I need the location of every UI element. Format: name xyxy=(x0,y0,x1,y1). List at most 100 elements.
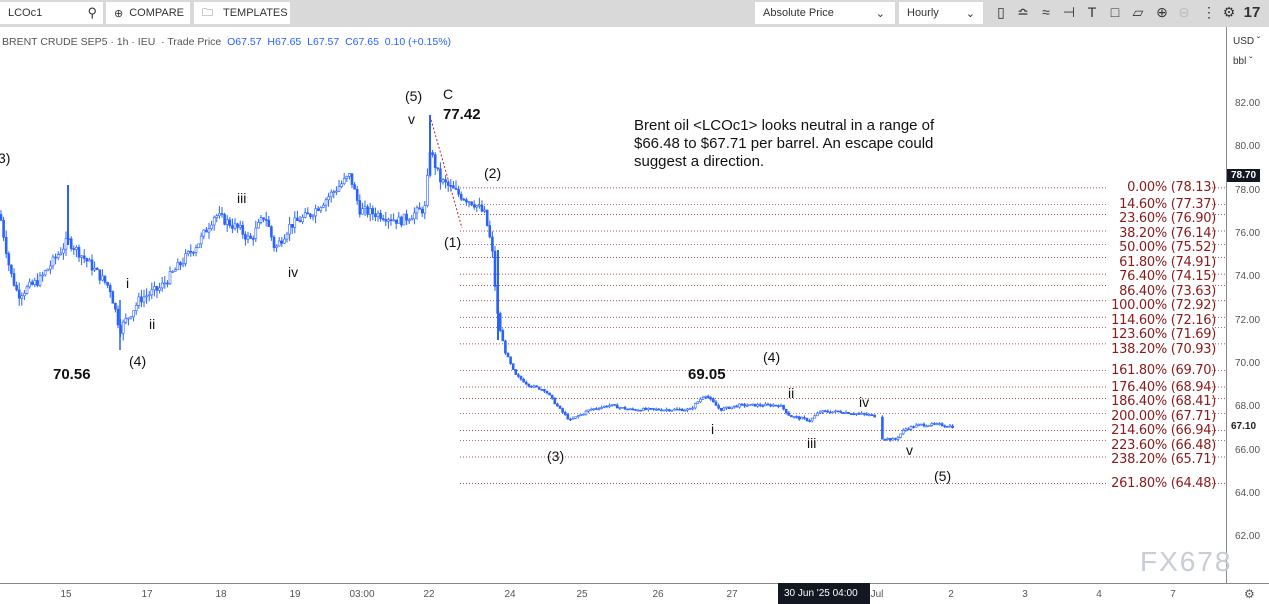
compare-label: COMPARE xyxy=(129,7,185,19)
zoom-in-icon[interactable]: ⊕ xyxy=(1156,4,1168,20)
candle-body xyxy=(270,226,273,238)
candle-body xyxy=(922,423,926,427)
compare-button[interactable]: ⊕ COMPARE xyxy=(106,2,190,24)
settings-icon[interactable]: ⚙ xyxy=(1222,4,1236,20)
candle-body xyxy=(727,406,731,410)
candle-body xyxy=(803,417,806,419)
wave-label: iii xyxy=(237,190,247,206)
candle-body xyxy=(267,219,271,227)
candle-body xyxy=(244,234,247,240)
candle-body xyxy=(582,413,585,416)
candle-body xyxy=(231,225,234,229)
symbol-value: LCOc1 xyxy=(8,7,43,19)
candle-body xyxy=(358,200,362,215)
candle-body xyxy=(345,176,349,179)
candle-body xyxy=(829,411,832,414)
candle-body xyxy=(857,413,861,415)
candle-body xyxy=(839,411,843,413)
candle-body xyxy=(475,205,479,208)
candle-body xyxy=(129,316,133,319)
candle-body xyxy=(873,414,876,418)
zoom-out-icon[interactable]: ⊖ xyxy=(1178,4,1190,20)
candle-body xyxy=(743,403,746,407)
candle-body xyxy=(602,405,606,408)
candle-body xyxy=(426,175,429,206)
candle-body xyxy=(218,213,221,216)
candle-body xyxy=(181,263,185,266)
templates-button[interactable]: 🗀 TEMPLATES xyxy=(194,2,290,24)
candle-body xyxy=(389,219,393,222)
candle-body xyxy=(636,409,640,412)
candle-body xyxy=(103,275,107,283)
fib-level-label: 38.20% (76.14) xyxy=(1119,225,1216,241)
interval-select[interactable]: Hourly ⌄ xyxy=(899,2,983,24)
candle-body xyxy=(524,381,528,385)
candle-body xyxy=(348,173,351,177)
candle-body xyxy=(647,407,650,410)
candle-body xyxy=(540,389,544,391)
candle-body xyxy=(855,413,858,415)
candle-body xyxy=(452,185,455,189)
candle-body xyxy=(566,414,570,420)
candle-body xyxy=(106,281,109,286)
draw-line-icon[interactable]: ⊣ xyxy=(1062,4,1076,20)
candle-body xyxy=(402,213,406,226)
candle-body xyxy=(215,215,219,218)
candle-body xyxy=(639,409,642,412)
indicators-icon[interactable]: ≏ xyxy=(1017,4,1029,20)
candle-body xyxy=(589,408,593,411)
wave-connector xyxy=(429,115,463,229)
candle-body xyxy=(368,208,372,215)
candle-body xyxy=(316,208,320,211)
candle-body xyxy=(90,259,94,271)
search-icon[interactable]: ⚲ xyxy=(87,5,97,20)
candle-body xyxy=(236,223,239,228)
candle-body xyxy=(212,217,216,226)
candle-body xyxy=(329,191,333,198)
candle-body xyxy=(948,425,952,428)
fib-level-label: 214.60% (66.94) xyxy=(1111,423,1216,438)
symbol-search-input[interactable]: LCOc1 ⚲ xyxy=(0,2,103,24)
candle-body xyxy=(925,425,928,428)
text-icon[interactable]: T xyxy=(1087,4,1097,20)
candle-body xyxy=(23,293,26,297)
time-tick-label: 4 xyxy=(1096,589,1102,600)
price-tick-label: 76.00 xyxy=(1235,228,1261,240)
candle-body xyxy=(652,408,655,410)
candle-body xyxy=(748,404,752,406)
unit-select[interactable]: bbl ˇ xyxy=(1231,53,1269,71)
legend-interval: 1h xyxy=(116,36,129,48)
time-axis[interactable]: 15 17 18 19 03:00 22 24 25 26 27 Jul 2 3 4 7 xyxy=(0,583,1269,604)
candle-body xyxy=(459,193,463,200)
candle-body xyxy=(171,271,174,273)
studies-icon[interactable]: ≈ xyxy=(1042,4,1050,20)
candle-body xyxy=(285,233,289,240)
candle-body xyxy=(686,408,689,411)
candle-body xyxy=(732,405,736,408)
candle-body xyxy=(649,407,653,410)
price-chart[interactable] xyxy=(0,0,1226,583)
candle-body xyxy=(883,438,887,441)
legend-open: O67.57 xyxy=(227,36,262,48)
candle-body xyxy=(56,254,60,259)
currency-select[interactable]: USD ˇ xyxy=(1231,33,1269,51)
axis-settings-icon[interactable]: ⚙ xyxy=(1244,587,1255,601)
candle-body xyxy=(405,213,408,221)
price-axis[interactable]: USD ˇ bbl ˇ 82.00 80.00 78.00 76.00 74.00 72.… xyxy=(1226,27,1269,583)
candle-body xyxy=(574,416,577,419)
candle-body xyxy=(530,385,533,388)
candle-body xyxy=(449,185,453,187)
candle-body xyxy=(15,285,18,291)
candle-body xyxy=(238,225,242,228)
candle-body xyxy=(327,196,330,201)
candle-body xyxy=(517,374,520,377)
more-icon[interactable]: ⋮ xyxy=(1202,4,1216,20)
candles-icon[interactable]: ▯ xyxy=(997,4,1005,20)
candle-body xyxy=(644,408,648,410)
candle-body xyxy=(709,397,713,400)
polygon-icon[interactable]: ▱ xyxy=(1132,4,1144,20)
price-mode-select[interactable]: Absolute Price ⌄ xyxy=(755,2,895,24)
candle-body xyxy=(600,406,603,409)
rectangle-icon[interactable]: □ xyxy=(1110,4,1120,20)
candle-body xyxy=(550,394,554,399)
